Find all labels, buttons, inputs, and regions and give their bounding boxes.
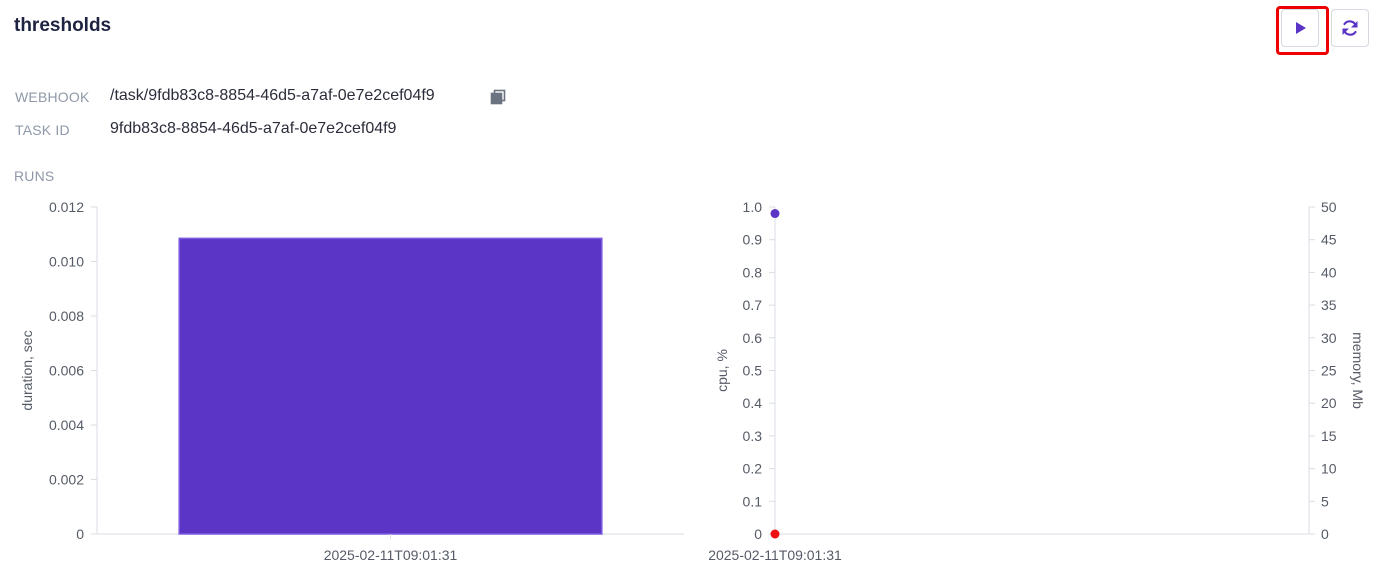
cpu-y-tick-label: 1.0: [743, 199, 763, 215]
memory-y-tick-label: 40: [1321, 264, 1337, 280]
memory-y-axis-label: memory, Mb: [1350, 332, 1366, 409]
memory-y-tick-label: 15: [1321, 428, 1337, 444]
task-id-value: 9fdb83c8-8854-46d5-a7af-0e7e2cef04f9: [110, 120, 397, 137]
cpu-y-axis-label: cpu, %: [714, 349, 730, 392]
page-title: thresholds: [14, 15, 112, 36]
cpu-y-tick-label: 0.4: [743, 395, 763, 411]
duration-y-tick-label: 0.006: [49, 363, 84, 379]
cpu-y-tick-label: 0.9: [743, 232, 763, 248]
webhook-value: /task/9fdb83c8-8854-46d5-a7af-0e7e2cef04…: [110, 87, 435, 104]
duration-y-axis-label: duration, sec: [19, 330, 35, 410]
cpu-y-tick-label: 0.8: [743, 264, 763, 280]
memory-y-tick-label: 10: [1321, 461, 1337, 477]
webhook-label: WEBHOOK: [15, 89, 90, 105]
duration-y-tick-label: 0.010: [49, 254, 84, 270]
duration-x-tick-label: 2025-02-11T09:01:31: [324, 547, 458, 563]
memory-point: [770, 529, 780, 539]
cpu-y-tick-label: 0.7: [743, 297, 763, 313]
memory-y-tick-label: 5: [1321, 493, 1329, 509]
memory-y-tick-label: 20: [1321, 395, 1337, 411]
resource-x-tick-label: 2025-02-11T09:01:31: [708, 547, 842, 563]
duration-y-tick-label: 0.004: [49, 417, 84, 433]
cpu-y-tick-label: 0: [754, 526, 762, 542]
memory-y-tick-label: 30: [1321, 330, 1337, 346]
runs-label: RUNS: [14, 168, 55, 184]
cpu-y-tick-label: 0.6: [743, 330, 763, 346]
cpu-y-tick-label: 0.2: [743, 461, 763, 477]
cpu-y-tick-label: 0.3: [743, 428, 763, 444]
run-button[interactable]: [1281, 9, 1319, 47]
duration-y-tick-label: 0: [76, 526, 84, 542]
memory-y-tick-label: 35: [1321, 297, 1337, 313]
duration-y-tick-label: 0.012: [49, 199, 84, 215]
memory-y-tick-label: 25: [1321, 363, 1337, 379]
refresh-icon: [1342, 20, 1358, 36]
memory-y-tick-label: 0: [1321, 526, 1329, 542]
task-id-label: TASK ID: [15, 122, 70, 138]
memory-y-tick-label: 50: [1321, 199, 1337, 215]
refresh-button[interactable]: [1331, 9, 1369, 47]
copy-icon[interactable]: [490, 89, 506, 110]
duration-bar: [178, 237, 603, 535]
cpu-y-tick-label: 0.1: [743, 493, 763, 509]
cpu-point: [770, 209, 780, 219]
duration-y-tick-label: 0.002: [49, 472, 84, 488]
play-icon: [1296, 22, 1306, 34]
memory-y-tick-label: 45: [1321, 232, 1337, 248]
duration-y-tick-label: 0.008: [49, 308, 84, 324]
cpu-y-tick-label: 0.5: [743, 363, 763, 379]
